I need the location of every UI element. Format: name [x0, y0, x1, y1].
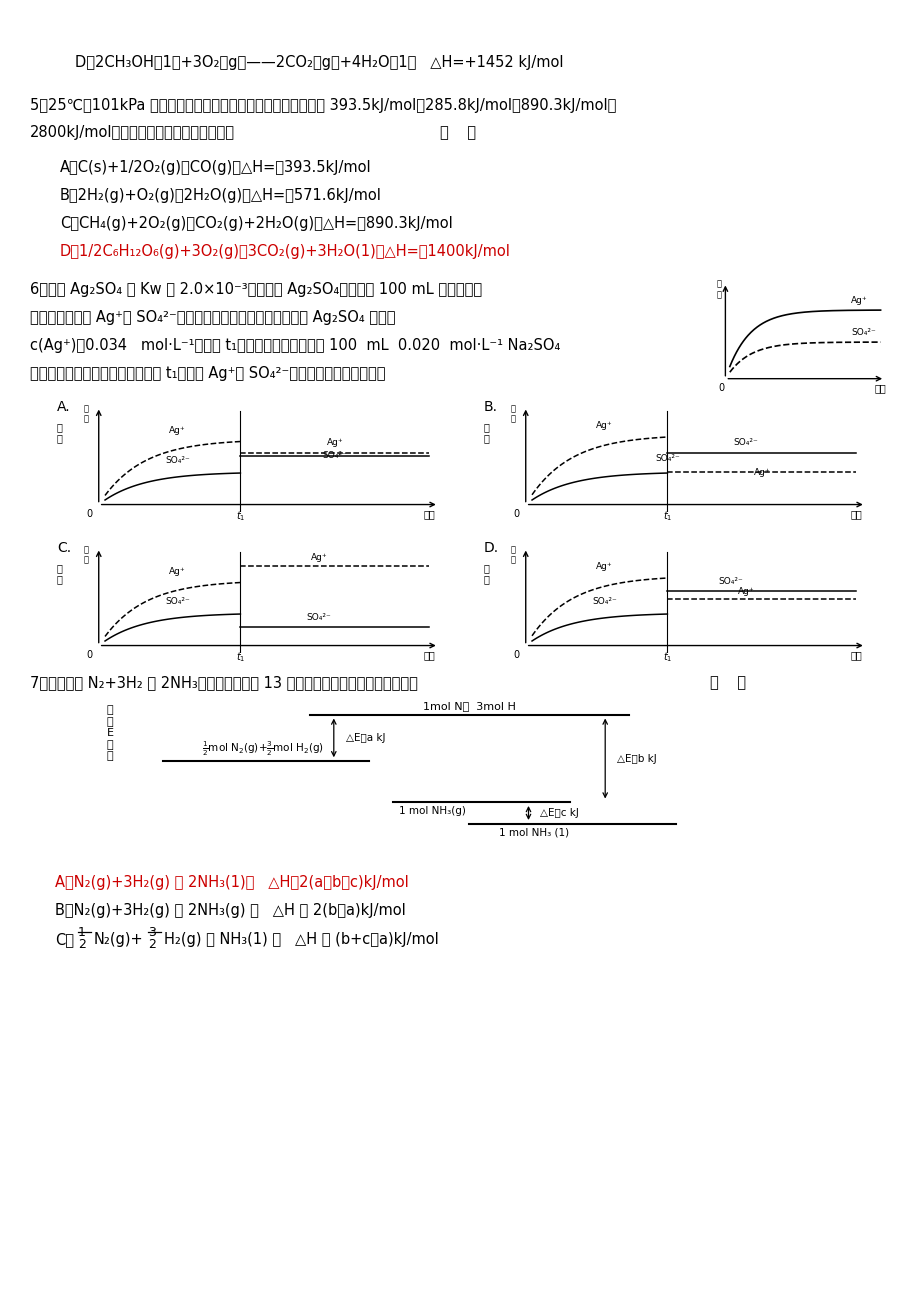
Text: 浓
度: 浓 度 [510, 544, 515, 564]
Text: $t_1$: $t_1$ [662, 650, 672, 664]
Text: Ag⁺: Ag⁺ [169, 426, 186, 435]
Text: 1 mol NH₃(g): 1 mol NH₃(g) [398, 806, 465, 816]
Text: 3: 3 [148, 926, 155, 939]
Text: 6、已知 Ag₂SO₄ 的 Kw 为 2.0×10⁻³，将适量 Ag₂SO₄固体溶于 100 mL 水中至刚好: 6、已知 Ag₂SO₄ 的 Kw 为 2.0×10⁻³，将适量 Ag₂SO₄固体… [30, 283, 482, 297]
Text: c(Ag⁺)＝0.034   mol·L⁻¹）。若 t₁时刻在上述体系中加入 100  mL  0.020  mol·L⁻¹ Na₂SO₄: c(Ag⁺)＝0.034 mol·L⁻¹）。若 t₁时刻在上述体系中加入 100… [30, 339, 560, 353]
Text: 5、25℃、101kPa 下，碳、氢气、甲烷和葡萄糖的燃烧热依次是 393.5kJ/mol、285.8kJ/mol、890.3kJ/mol、: 5、25℃、101kPa 下，碳、氢气、甲烷和葡萄糖的燃烧热依次是 393.5k… [30, 98, 616, 113]
Text: 0: 0 [717, 383, 723, 393]
Text: 2: 2 [78, 937, 85, 950]
Text: SO₄²⁻: SO₄²⁻ [165, 457, 189, 465]
Text: Ag⁺: Ag⁺ [169, 566, 186, 575]
Text: Ag⁺: Ag⁺ [737, 587, 754, 596]
Text: 浓
度: 浓 度 [84, 404, 88, 423]
Text: $t_1$: $t_1$ [662, 509, 672, 523]
Text: N₂(g)+: N₂(g)+ [94, 932, 143, 947]
Text: 7、化学反应 N₂+3H₂ ＝ 2NH₃的能量变化如题 13 图所示，该反应的热化学方程式是: 7、化学反应 N₂+3H₂ ＝ 2NH₃的能量变化如题 13 图所示，该反应的热… [30, 674, 417, 690]
Text: 浓
度: 浓 度 [483, 562, 489, 585]
Text: △E＝a kJ: △E＝a kJ [346, 733, 385, 743]
Text: $t_1$: $t_1$ [235, 650, 244, 664]
Text: △E＝c kJ: △E＝c kJ [539, 809, 579, 818]
Text: SO₄²⁻: SO₄²⁻ [733, 437, 757, 447]
Text: 浓
度: 浓 度 [57, 422, 62, 444]
Text: SO₄²⁻: SO₄²⁻ [322, 450, 346, 460]
Text: 时间: 时间 [423, 650, 435, 660]
Text: C.: C. [57, 542, 71, 555]
Text: SO₄²⁻: SO₄²⁻ [592, 598, 616, 607]
Text: 浓
度: 浓 度 [57, 562, 62, 585]
Text: Ag⁺: Ag⁺ [326, 437, 343, 447]
Text: Ag⁺: Ag⁺ [596, 562, 612, 572]
Text: 浓
度: 浓 度 [84, 544, 88, 564]
Text: C、: C、 [55, 932, 74, 947]
Text: SO₄²⁻: SO₄²⁻ [717, 577, 742, 586]
Text: 时间: 时间 [849, 650, 861, 660]
Text: Ag⁺: Ag⁺ [753, 467, 769, 477]
Text: 1: 1 [78, 926, 85, 939]
Text: 0: 0 [86, 509, 92, 519]
Text: B、2H₂(g)+O₂(g)＝2H₂O(g)；△H=＋571.6kJ/mol: B、2H₂(g)+O₂(g)＝2H₂O(g)；△H=＋571.6kJ/mol [60, 187, 381, 203]
Text: 浓
度: 浓 度 [716, 280, 721, 299]
Text: D.: D. [483, 542, 499, 555]
Text: 浓
度: 浓 度 [483, 422, 489, 444]
Text: Ag⁺: Ag⁺ [850, 297, 867, 306]
Text: SO₄²⁻: SO₄²⁻ [850, 328, 875, 337]
Text: H₂(g) ＝ NH₃(1) ；   △H ＝ (b+c－a)kJ/mol: H₂(g) ＝ NH₃(1) ； △H ＝ (b+c－a)kJ/mol [164, 932, 438, 947]
Text: $t_1$: $t_1$ [235, 509, 244, 523]
Text: 浓
度: 浓 度 [510, 404, 515, 423]
Text: Ag⁺: Ag⁺ [311, 552, 327, 561]
Text: 时间: 时间 [874, 383, 886, 393]
Text: 1mol N＋  3mol H: 1mol N＋ 3mol H [423, 700, 516, 711]
Text: D、1/2C₆H₁₂O₆(g)+3O₂(g)＝3CO₂(g)+3H₂O(1)；△H=－1400kJ/mol: D、1/2C₆H₁₂O₆(g)+3O₂(g)＝3CO₂(g)+3H₂O(1)；△… [60, 243, 510, 259]
Text: 0: 0 [513, 509, 519, 519]
Text: 溶液，下列示意图中，能正确表示 t₁时刻后 Ag⁺和 SO₄²⁻浓度随时间变化关系的是: 溶液，下列示意图中，能正确表示 t₁时刻后 Ag⁺和 SO₄²⁻浓度随时间变化关… [30, 366, 385, 381]
Text: △E＝b kJ: △E＝b kJ [617, 754, 656, 763]
Text: B、N₂(g)+3H₂(g) ＝ 2NH₃(g) ；   △H ＝ 2(b－a)kJ/mol: B、N₂(g)+3H₂(g) ＝ 2NH₃(g) ； △H ＝ 2(b－a)kJ… [55, 904, 405, 918]
Text: 能
量
E
增
加: 能 量 E 增 加 [107, 704, 114, 762]
Text: 2800kJ/mol，则下列热化学方程式正确的是: 2800kJ/mol，则下列热化学方程式正确的是 [30, 125, 234, 141]
Text: A、N₂(g)+3H₂(g) ＝ 2NH₃(1)；   △H＝2(a－b－c)kJ/mol: A、N₂(g)+3H₂(g) ＝ 2NH₃(1)； △H＝2(a－b－c)kJ/… [55, 875, 408, 891]
Text: 1 mol NH₃ (1): 1 mol NH₃ (1) [498, 828, 569, 837]
Text: SO₄²⁻: SO₄²⁻ [165, 598, 189, 607]
Text: D、2CH₃OH（1）+3O₂（g）——2CO₂（g）+4H₂O（1）   △H=+1452 kJ/mol: D、2CH₃OH（1）+3O₂（g）——2CO₂（g）+4H₂O（1） △H=+… [75, 55, 563, 70]
Text: SO₄²⁻: SO₄²⁻ [306, 613, 331, 622]
Text: （    ）: （ ） [439, 125, 475, 141]
Text: B.: B. [483, 400, 497, 414]
Text: $\mathregular{\frac{1}{2}}$mol N$_2$(g)+$\mathregular{\frac{3}{2}}$mol H$_2$(g): $\mathregular{\frac{1}{2}}$mol N$_2$(g)+… [202, 740, 323, 758]
Text: 时间: 时间 [849, 509, 861, 519]
Text: 2: 2 [148, 937, 155, 950]
Text: C、CH₄(g)+2O₂(g)＝CO₂(g)+2H₂O(g)；△H=－890.3kJ/mol: C、CH₄(g)+2O₂(g)＝CO₂(g)+2H₂O(g)；△H=－890.3… [60, 216, 452, 230]
Text: （    ）: （ ） [709, 674, 745, 690]
Text: 时间: 时间 [423, 509, 435, 519]
Text: SO₄²⁻: SO₄²⁻ [654, 453, 679, 462]
Text: 0: 0 [513, 650, 519, 660]
Text: A.: A. [57, 400, 71, 414]
Text: Ag⁺: Ag⁺ [596, 421, 612, 430]
Text: 0: 0 [86, 650, 92, 660]
Text: 饱和，该过程中 Ag⁺和 SO₄²⁻浓度随时间变化关系如右图（饱和 Ag₂SO₄ 溶液中: 饱和，该过程中 Ag⁺和 SO₄²⁻浓度随时间变化关系如右图（饱和 Ag₂SO₄… [30, 310, 395, 326]
Text: A、C(s)+1/2O₂(g)＝CO(g)；△H=－393.5kJ/mol: A、C(s)+1/2O₂(g)＝CO(g)；△H=－393.5kJ/mol [60, 160, 371, 174]
